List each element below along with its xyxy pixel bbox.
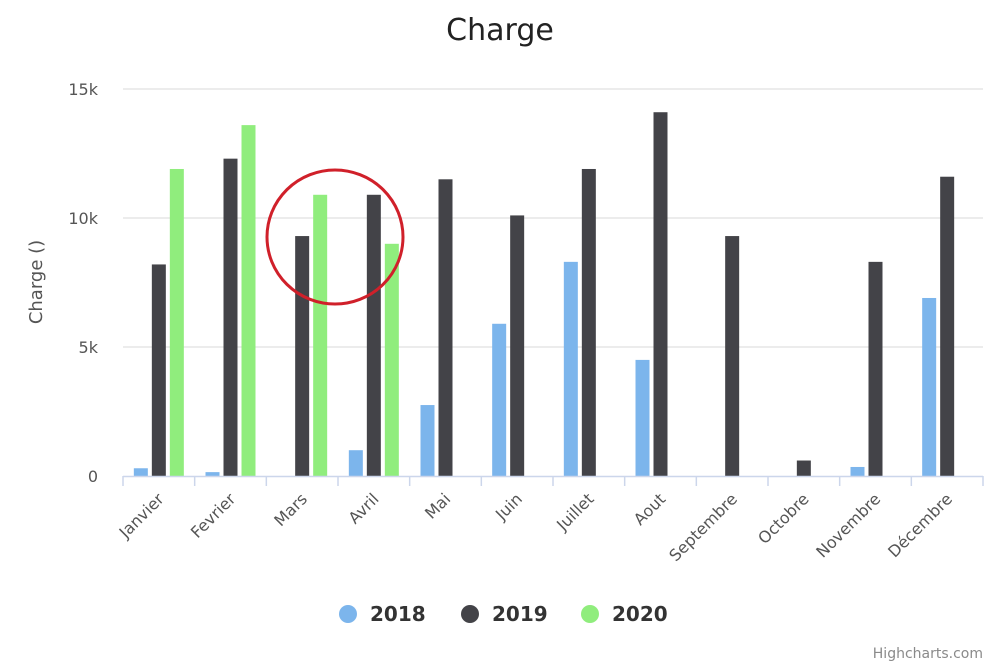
bar-2019-aout[interactable] <box>653 112 668 476</box>
legend-label: 2018 <box>370 602 426 626</box>
annotation <box>265 168 405 306</box>
bar-2019-fevrier[interactable] <box>223 158 238 476</box>
x-tick-label: Mai <box>421 489 454 522</box>
bar-2019-octobre[interactable] <box>796 460 811 476</box>
bar-2019-mai[interactable] <box>438 179 453 477</box>
x-tick-label: Mars <box>270 489 311 530</box>
bars <box>133 112 955 477</box>
highlight-ellipse <box>265 168 405 306</box>
x-tick-label: Octobre <box>754 489 812 547</box>
x-tick-label: Juillet <box>552 489 597 534</box>
y-tick-label: 10k <box>68 209 98 228</box>
bar-2018-janvier[interactable] <box>133 468 148 476</box>
x-tick-label: Juin <box>491 489 526 524</box>
x-tick-label: Avril <box>345 489 383 527</box>
legend[interactable]: 2018 2019 2020 <box>339 602 668 626</box>
legend-label: 2019 <box>492 602 548 626</box>
chart-title: Charge <box>446 13 554 48</box>
bar-2018-novembre[interactable] <box>850 466 865 476</box>
bar-2020-fevrier[interactable] <box>241 125 256 477</box>
y-tick-label: 5k <box>79 338 99 357</box>
x-tick-label: Aout <box>630 489 670 529</box>
legend-item-2019[interactable]: 2019 <box>461 602 548 626</box>
bar-2019-mars[interactable] <box>295 236 310 476</box>
bar-2019-septembre[interactable] <box>725 236 740 476</box>
legend-marker <box>581 605 599 623</box>
bar-2019-juillet[interactable] <box>581 168 596 477</box>
bar-2018-mai[interactable] <box>420 405 435 476</box>
bar-2020-mars[interactable] <box>313 194 328 476</box>
y-tick-label: 15k <box>68 80 98 99</box>
x-tick-label: Décembre <box>884 489 956 561</box>
legend-item-2018[interactable]: 2018 <box>339 602 426 626</box>
legend-marker <box>461 605 479 623</box>
bar-2019-janvier[interactable] <box>151 264 166 476</box>
bar-2018-juin[interactable] <box>492 323 507 476</box>
bar-2019-avril[interactable] <box>366 194 381 476</box>
bar-2018-aout[interactable] <box>635 359 650 476</box>
bar-2019-décembre[interactable] <box>940 176 955 476</box>
x-tick-label: Fevrier <box>187 489 240 542</box>
x-tick-label: Septembre <box>665 489 741 565</box>
bar-2019-novembre[interactable] <box>868 261 883 476</box>
legend-marker <box>339 605 357 623</box>
x-tick-label: Janvier <box>115 489 168 542</box>
bar-2020-janvier[interactable] <box>169 168 184 477</box>
y-tick-label: 0 <box>88 467 98 486</box>
y-axis-ticks: 0 5k 10k 15k <box>68 80 98 486</box>
bar-2020-avril[interactable] <box>384 243 399 476</box>
legend-item-2020[interactable]: 2020 <box>581 602 668 626</box>
bar-2019-juin[interactable] <box>510 215 525 477</box>
x-axis: Janvier Fevrier Mars Avril Mai Juin Juillet Aou… <box>115 475 984 565</box>
gridlines <box>123 88 983 348</box>
x-tick-label: Novembre <box>812 489 884 561</box>
legend-label: 2020 <box>612 602 668 626</box>
bar-2018-fevrier[interactable] <box>205 472 220 476</box>
bar-2018-juillet[interactable] <box>563 261 578 476</box>
credits-link[interactable]: Highcharts.com <box>873 646 983 662</box>
y-axis-title: Charge () <box>26 240 47 324</box>
bar-2018-décembre[interactable] <box>922 297 937 476</box>
bar-2018-avril[interactable] <box>348 450 363 476</box>
